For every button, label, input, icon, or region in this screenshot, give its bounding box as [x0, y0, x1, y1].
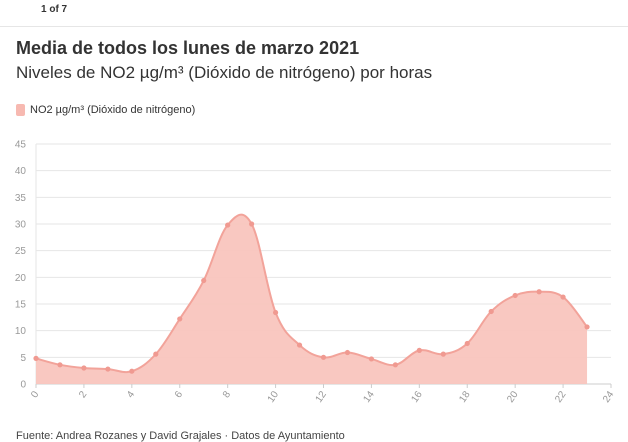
x-tick-label: 2 — [77, 389, 89, 400]
x-tick-label: 6 — [173, 389, 185, 400]
data-point-8[interactable] — [225, 222, 231, 228]
data-point-5[interactable] — [153, 351, 159, 357]
x-tick-label: 8 — [221, 389, 233, 400]
series-no2 — [35, 213, 588, 384]
x-tick-label: 10 — [266, 389, 282, 405]
x-tick-label: 12 — [314, 389, 330, 405]
data-point-20[interactable] — [512, 292, 518, 299]
legend-label: NO2 µg/m³ (Dióxido de nitrógeno) — [30, 104, 196, 116]
y-tick-label: 30 — [15, 220, 27, 231]
y-tick-label: 35 — [15, 193, 27, 204]
x-tick-label: 4 — [125, 389, 137, 400]
x-tick-label: 14 — [361, 389, 377, 405]
x-tick-label: 16 — [409, 389, 425, 405]
y-tick-label: 15 — [15, 300, 27, 311]
data-point-10[interactable] — [272, 309, 279, 316]
data-point-16[interactable] — [416, 347, 422, 353]
y-tick-label: 40 — [15, 166, 27, 177]
x-tick-label: 18 — [457, 389, 473, 405]
data-point-22[interactable] — [560, 294, 566, 300]
x-tick-label: 22 — [553, 389, 569, 405]
data-point-14[interactable] — [368, 356, 375, 362]
data-point-21[interactable] — [536, 289, 542, 295]
x-tick-label: 20 — [505, 389, 521, 405]
data-points — [33, 221, 590, 374]
chart-legend[interactable]: NO2 µg/m³ (Dióxido de nitrógeno) — [16, 104, 195, 116]
data-point-11[interactable] — [296, 342, 303, 348]
y-tick-label: 5 — [20, 353, 26, 364]
data-point-6[interactable] — [177, 316, 183, 322]
y-tick-label: 45 — [15, 140, 27, 151]
y-tick-label: 10 — [15, 326, 27, 337]
y-tick-label: 25 — [15, 246, 27, 257]
data-point-4[interactable] — [129, 368, 135, 374]
data-point-19[interactable] — [488, 308, 494, 315]
y-tick-label: 20 — [15, 273, 27, 284]
data-point-2[interactable] — [81, 365, 87, 371]
y-axis-ticks: 0 5 10 15 20 25 30 35 40 45 — [15, 140, 27, 391]
data-point-3[interactable] — [105, 366, 111, 372]
data-point-17[interactable] — [440, 351, 446, 357]
x-tick-label: 0 — [29, 389, 41, 400]
area-fill — [36, 214, 588, 384]
page-indicator[interactable]: 1 of 7 — [41, 4, 68, 15]
chart-title: Media de todos los lunes de marzo 2021 — [16, 38, 360, 58]
source-note: Fuente: Andrea Rozanes y David Grajales … — [16, 430, 345, 442]
x-axis-ticks: 0 2 4 6 8 10 12 14 16 18 20 22 24 — [29, 384, 617, 405]
chart-subtitle: Niveles de NO2 µg/m³ (Dióxido de nitróge… — [16, 63, 433, 82]
data-point-1[interactable] — [57, 362, 63, 368]
data-point-15[interactable] — [392, 362, 398, 368]
legend-swatch — [16, 104, 25, 116]
y-tick-label: 0 — [20, 380, 26, 391]
data-point-13[interactable] — [344, 349, 351, 356]
data-point-9[interactable] — [249, 221, 255, 227]
data-point-23[interactable] — [584, 324, 590, 330]
header-divider — [0, 26, 628, 27]
x-tick-label: 24 — [601, 389, 617, 405]
data-point-18[interactable] — [464, 340, 470, 347]
data-point-12[interactable] — [320, 354, 327, 360]
grid-lines — [35, 143, 611, 385]
data-point-0[interactable] — [33, 355, 39, 361]
data-point-7[interactable] — [201, 277, 207, 284]
